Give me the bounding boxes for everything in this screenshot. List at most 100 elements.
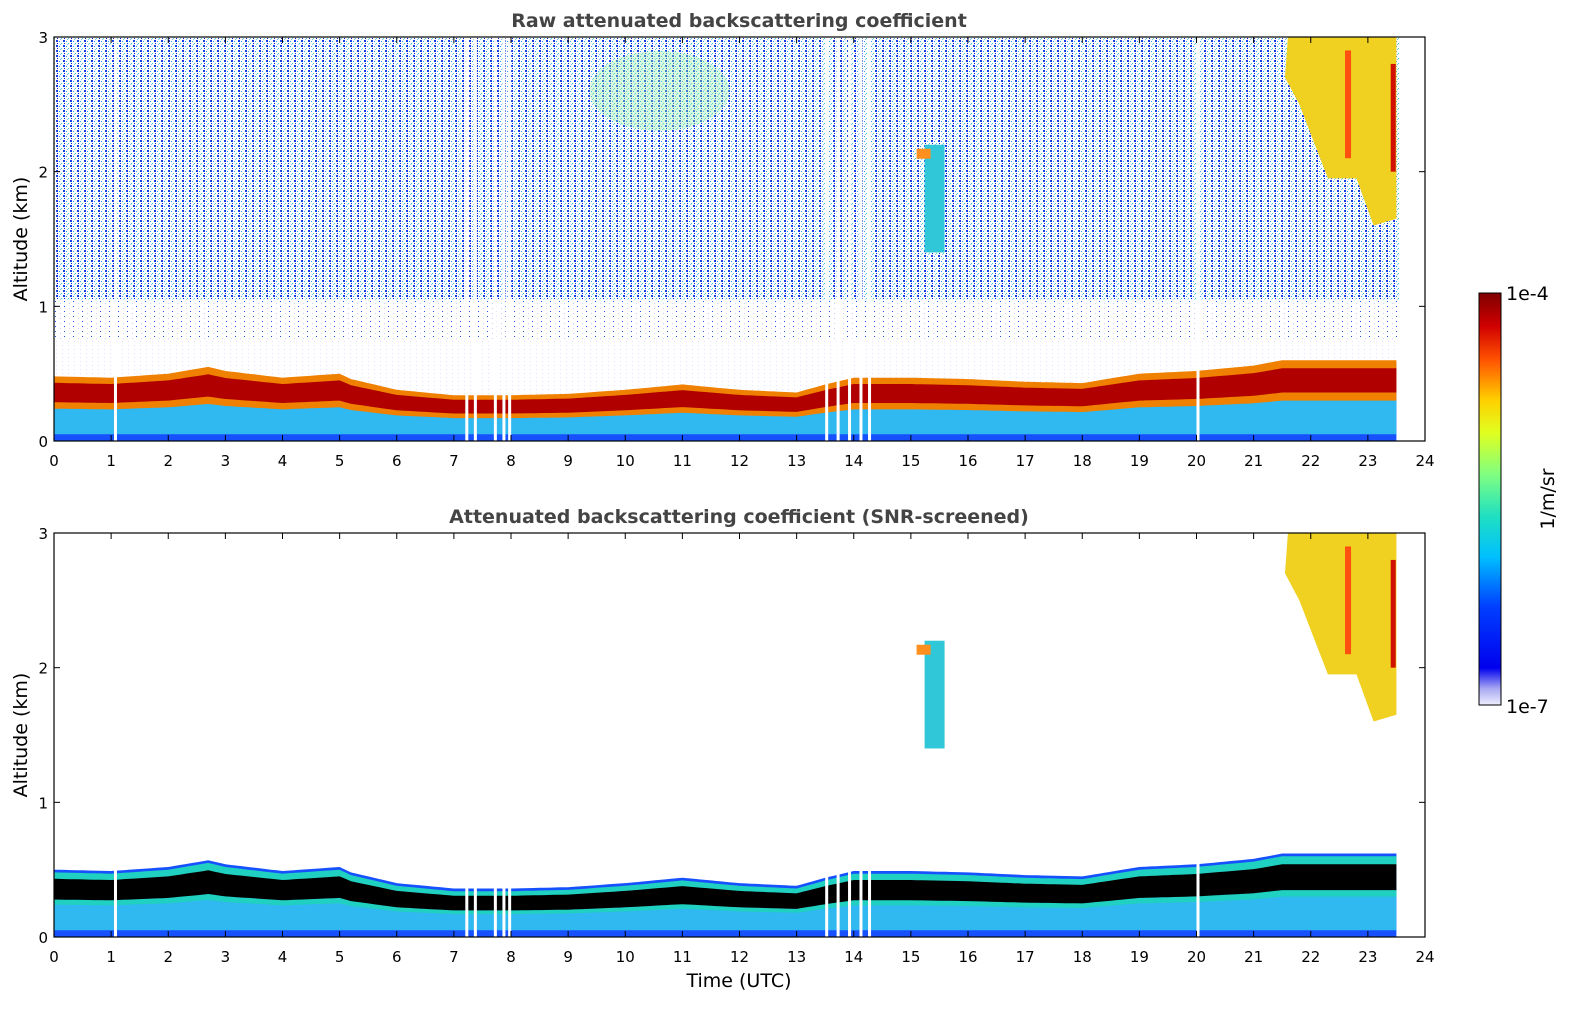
x-tick-label: 20: [1187, 452, 1206, 470]
x-tick-label: 7: [449, 948, 459, 966]
x-tick-label: 1: [106, 452, 116, 470]
noise-transition: [54, 299, 1400, 340]
title-screened: Attenuated backscattering coefficient (S…: [449, 506, 1029, 528]
colorbar-unit-label: 1/m/sr: [1537, 468, 1559, 529]
data-gap: [502, 37, 506, 441]
data-gap: [113, 37, 117, 441]
colorbar-gradient: [1479, 293, 1501, 705]
data-gap: [465, 533, 469, 937]
bl-core: [54, 864, 1397, 911]
y-tick-label: 3: [38, 525, 48, 543]
cloud-core: [1345, 50, 1352, 159]
x-tick-label: 0: [49, 948, 59, 966]
x-tick-label: 17: [1016, 452, 1035, 470]
data-gap: [825, 533, 829, 937]
cloud-feature: [1285, 37, 1397, 226]
data-gap: [868, 533, 872, 937]
colorbar-frame: [1478, 292, 1502, 706]
x-tick-label: 15: [901, 452, 920, 470]
data-gap: [493, 533, 497, 937]
y-tick-label: 1: [38, 298, 48, 316]
x-tick-label: 8: [506, 948, 516, 966]
x-tick-label: 10: [616, 452, 635, 470]
x-ticks-raw: 0 1 2 3 4 5 6 7 8 9 10 11 12 13 14 15 16 17 18 19 20 21 22 23 24: [49, 37, 1435, 470]
data-gap: [508, 533, 512, 937]
x-tick-label: 4: [278, 948, 288, 966]
x-tick-label: 5: [335, 452, 345, 470]
x-tick-label: 20: [1187, 948, 1206, 966]
colorbar-max-label: 1e-4: [1506, 283, 1549, 305]
bl-mid: [54, 396, 1397, 435]
x-tick-label: 0: [49, 452, 59, 470]
ylabel-screened: Altitude (km): [10, 673, 32, 798]
x-tick-label: 18: [1073, 948, 1092, 966]
colorbar: 1e-4 1e-7 1/m/sr: [1478, 283, 1559, 718]
data-gap: [473, 533, 477, 937]
data-gap: [465, 37, 469, 441]
x-ticks-screened: 0 1 2 3 4 5 6 7 8 9 10 11 12 13 14 15 16 17 18 19 20 21 22 23 24: [49, 533, 1435, 966]
x-tick-label: 16: [958, 452, 977, 470]
data-gap: [848, 37, 852, 441]
x-tick-label: 11: [673, 452, 692, 470]
data-gap: [1196, 37, 1200, 441]
data-gap: [473, 37, 477, 441]
x-tick-label: 10: [616, 948, 635, 966]
noise-field: [54, 37, 1400, 300]
x-tick-label: 13: [787, 452, 806, 470]
data-gap: [113, 533, 117, 937]
x-tick-label: 24: [1415, 452, 1434, 470]
x-tick-label: 15: [901, 948, 920, 966]
y-tick-label: 1: [38, 794, 48, 812]
x-tick-label: 13: [787, 948, 806, 966]
y-ticks-raw: 0 1 2 3: [38, 29, 1425, 451]
data-gap: [836, 37, 840, 441]
x-tick-label: 3: [221, 452, 231, 470]
cloud-core: [1390, 63, 1396, 172]
data-gap: [502, 533, 506, 937]
x-tick-label: 5: [335, 948, 345, 966]
x-tick-label: 18: [1073, 452, 1092, 470]
data-gap: [1196, 533, 1200, 937]
data-gap: [848, 533, 852, 937]
x-tick-label: 2: [163, 452, 173, 470]
data-gap: [859, 37, 863, 441]
bl-mid: [54, 892, 1397, 931]
heatmap-screened: [54, 533, 1397, 937]
x-tick-label: 21: [1244, 948, 1263, 966]
x-tick-label: 2: [163, 948, 173, 966]
data-gap: [493, 37, 497, 441]
x-tick-label: 19: [1130, 452, 1149, 470]
y-tick-label: 2: [38, 660, 48, 678]
x-tick-label: 24: [1415, 948, 1434, 966]
cloud-feature: [1285, 533, 1397, 722]
cloud-core: [1345, 546, 1352, 655]
x-tick-label: 14: [844, 948, 863, 966]
cloud-core: [916, 644, 931, 655]
x-tick-label: 21: [1244, 452, 1263, 470]
y-ticks-screened: 0 1 2 3: [38, 525, 1425, 947]
x-tick-label: 9: [563, 948, 573, 966]
x-tick-label: 17: [1016, 948, 1035, 966]
x-tick-label: 12: [730, 948, 749, 966]
cloud-core: [1390, 559, 1396, 668]
x-tick-label: 14: [844, 452, 863, 470]
x-tick-label: 16: [958, 948, 977, 966]
panel-screened: Attenuated backscattering coefficient (S…: [10, 506, 1435, 992]
title-raw: Raw attenuated backscattering coefficien…: [511, 10, 967, 32]
x-tick-label: 12: [730, 452, 749, 470]
panel-raw: Raw attenuated backscattering coefficien…: [10, 10, 1435, 470]
xlabel-screened: Time (UTC): [685, 970, 791, 992]
data-gap: [836, 533, 840, 937]
cloud-core: [916, 148, 931, 159]
data-gap: [508, 37, 512, 441]
x-tick-label: 23: [1358, 948, 1377, 966]
x-tick-label: 1: [106, 948, 116, 966]
cloud-feature: [924, 640, 945, 749]
y-tick-label: 3: [38, 29, 48, 47]
x-tick-label: 23: [1358, 452, 1377, 470]
noise-green-patch: [589, 50, 730, 131]
x-tick-label: 3: [221, 948, 231, 966]
ylabel-raw: Altitude (km): [10, 177, 32, 302]
y-tick-label: 2: [38, 164, 48, 182]
